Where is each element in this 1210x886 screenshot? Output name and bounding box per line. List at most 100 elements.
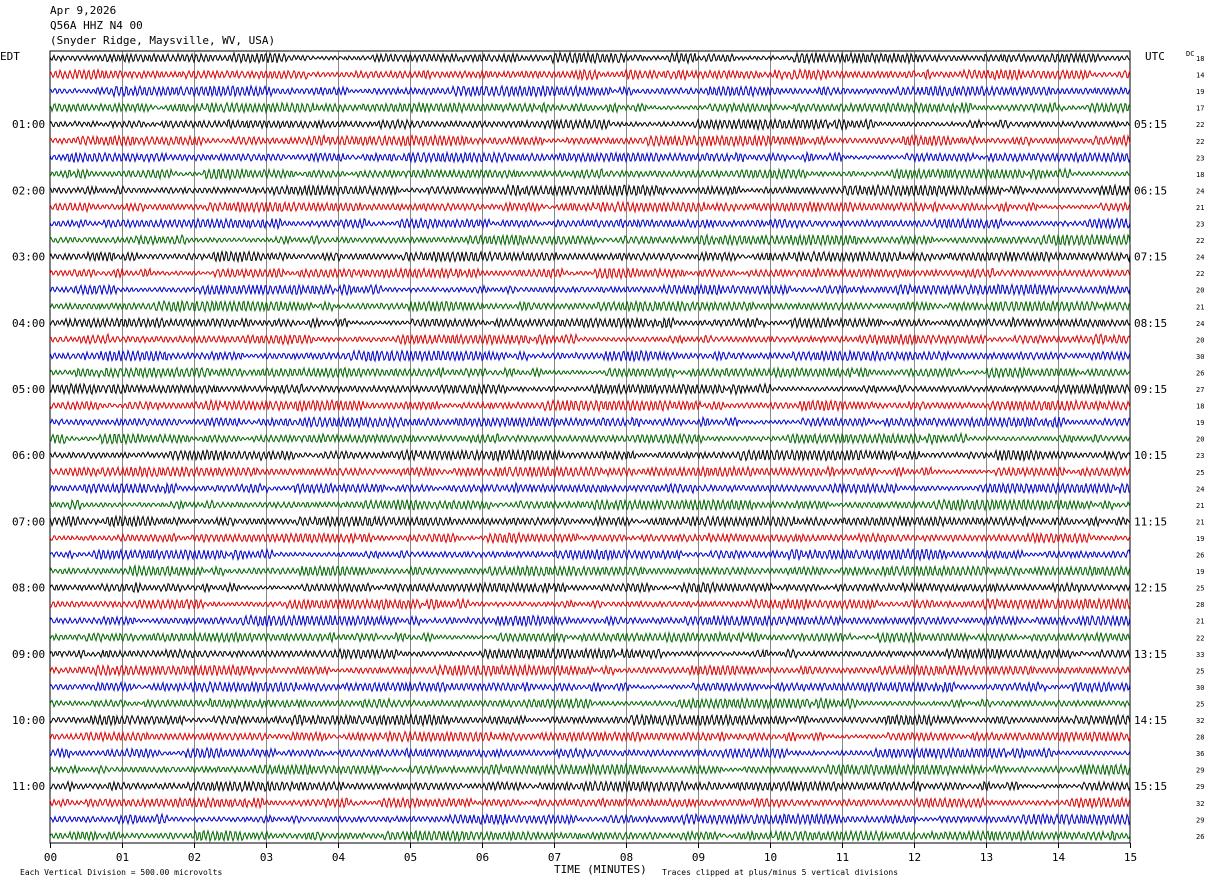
trace-23 [49, 415, 1131, 429]
trace-7 [49, 150, 1131, 164]
dc-offset-label: 29 [1196, 767, 1204, 775]
trace-29 [49, 514, 1131, 529]
trace-46 [49, 796, 1131, 810]
hour-label-edt: 06:00 [12, 449, 45, 462]
dc-offset-label: 22 [1196, 634, 1204, 642]
edt-label: EDT [0, 50, 20, 63]
x-tick-label: 09 [692, 851, 705, 864]
header-date: Apr 9,2026 [50, 4, 117, 17]
dc-offset-label: 17 [1196, 105, 1204, 113]
trace-27 [49, 481, 1131, 496]
hour-label-utc: 07:15 [1134, 251, 1167, 264]
dc-offset-label: 24 [1196, 320, 1204, 328]
trace-16 [49, 299, 1130, 314]
hour-label-edt: 08:00 [12, 582, 45, 595]
trace-44 [49, 762, 1131, 777]
hour-label-utc: 12:15 [1134, 582, 1167, 595]
trace-41 [49, 713, 1131, 728]
trace-20 [49, 366, 1131, 380]
x-tick-label: 00 [44, 851, 57, 864]
dc-offset-label: 24 [1196, 187, 1204, 195]
trace-2 [49, 67, 1131, 82]
trace-22 [49, 398, 1131, 413]
dc-offset-label: 29 [1196, 783, 1204, 791]
trace-38 [49, 663, 1131, 678]
trace-12 [49, 232, 1131, 247]
trace-33 [49, 580, 1131, 595]
dc-offset-label: 20 [1196, 436, 1204, 444]
dc-offset-label: 22 [1196, 237, 1204, 245]
dc-offset-label: 21 [1196, 618, 1204, 626]
hour-label-utc: 05:15 [1134, 118, 1167, 131]
trace-28 [49, 498, 1131, 512]
trace-15 [49, 282, 1131, 297]
dc-offset-label: 26 [1196, 552, 1204, 560]
trace-11 [49, 217, 1131, 231]
dc-offset-label: 20 [1196, 287, 1204, 295]
dc-offset-label: 30 [1196, 684, 1204, 692]
trace-39 [49, 680, 1131, 694]
trace-14 [49, 266, 1131, 281]
trace-17 [49, 316, 1131, 330]
hour-label-edt: 04:00 [12, 317, 45, 330]
dc-offset-label: 23 [1196, 221, 1204, 229]
hour-label-edt: 11:00 [12, 780, 45, 793]
x-tick-label: 12 [908, 851, 921, 864]
footer-clip: Traces clipped at plus/minus 5 vertical … [662, 868, 898, 877]
dc-offset-label: 29 [1196, 816, 1204, 824]
header-station: Q56A HHZ N4 00 [50, 19, 143, 32]
dc-offset-label: 23 [1196, 452, 1204, 460]
trace-45 [49, 779, 1131, 794]
x-tick-label: 03 [260, 851, 273, 864]
dc-offset-label: 24 [1196, 254, 1204, 262]
trace-47 [49, 812, 1131, 827]
dc-offset-label: 20 [1196, 336, 1204, 344]
trace-42 [49, 729, 1131, 744]
trace-8 [49, 167, 1130, 181]
trace-30 [49, 531, 1131, 545]
dc-offset-label: 25 [1196, 585, 1204, 593]
footer-scale: Each Vertical Division = 500.00 microvol… [20, 868, 222, 877]
dc-offset-label: 25 [1196, 700, 1204, 708]
dc-offset-label: 28 [1196, 601, 1204, 609]
dc-offset-label: 28 [1196, 734, 1204, 742]
trace-36 [49, 630, 1131, 644]
dc-offset-label: 24 [1196, 485, 1204, 493]
hour-label-utc: 15:15 [1134, 780, 1167, 793]
trace-34 [49, 597, 1131, 611]
trace-19 [49, 348, 1131, 363]
trace-21 [49, 382, 1131, 397]
x-tick-label: 06 [476, 851, 489, 864]
trace-35 [49, 613, 1131, 628]
hour-label-utc: 14:15 [1134, 714, 1167, 727]
dc-offset-label: 19 [1196, 535, 1204, 543]
x-tick-label: 02 [188, 851, 201, 864]
dc-offset-label: 14 [1196, 72, 1204, 80]
hour-label-utc: 09:15 [1134, 383, 1167, 396]
hour-label-utc: 08:15 [1134, 317, 1167, 330]
trace-4 [49, 101, 1131, 115]
dc-offset-label: 25 [1196, 469, 1204, 477]
utc-label: UTC [1145, 50, 1165, 63]
dc-offset-label: 30 [1196, 353, 1204, 361]
dc-offset-label: 18 [1196, 55, 1204, 63]
dc-offset-label: 26 [1196, 833, 1204, 841]
dc-offset-label: 32 [1196, 717, 1204, 725]
x-tick-label: 15 [1124, 851, 1137, 864]
hour-label-edt: 05:00 [12, 383, 45, 396]
trace-13 [49, 249, 1131, 264]
trace-32 [49, 563, 1131, 578]
x-tick-label: 14 [1052, 851, 1066, 864]
trace-40 [49, 696, 1131, 711]
hour-label-edt: 01:00 [12, 118, 45, 131]
dc-offset-label: 32 [1196, 800, 1204, 808]
trace-24 [49, 431, 1131, 446]
dc-offset-label: 19 [1196, 419, 1204, 427]
dc-offset-label: 19 [1196, 568, 1204, 576]
header-location: (Snyder Ridge, Maysville, WV, USA) [50, 34, 276, 47]
trace-1 [49, 51, 1131, 65]
trace-10 [49, 200, 1131, 214]
dc-header: DC [1186, 50, 1194, 58]
trace-37 [49, 646, 1131, 661]
